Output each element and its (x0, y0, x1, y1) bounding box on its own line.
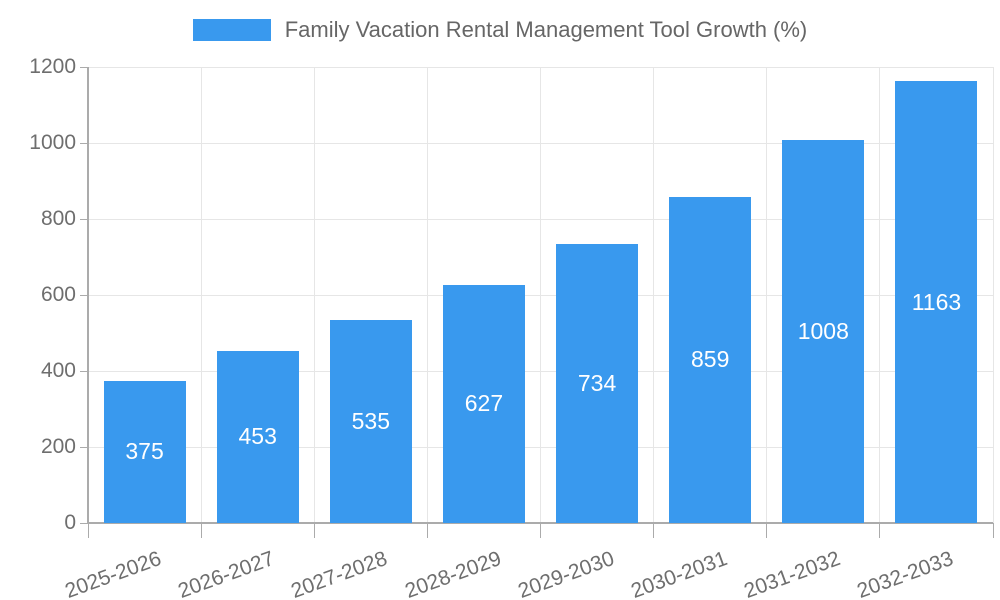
x-axis-tick (200, 523, 202, 538)
bar: 453 (216, 350, 299, 523)
chart-legend[interactable]: Family Vacation Rental Management Tool G… (0, 17, 1000, 43)
y-axis-tick (80, 446, 88, 448)
bar-value-label: 453 (238, 423, 277, 450)
x-axis-tick (653, 523, 655, 538)
x-axis-tick (766, 523, 768, 538)
x-axis-category-label: 2031-2032 (740, 547, 844, 600)
x-axis-tick (992, 523, 994, 538)
y-axis-tick-label: 1200 (29, 55, 76, 78)
x-gridline (313, 67, 315, 523)
x-gridline (200, 67, 202, 523)
bar: 627 (442, 284, 525, 523)
bar-value-label: 859 (691, 346, 730, 373)
y-axis-tick (80, 370, 88, 372)
y-axis-tick (80, 522, 88, 524)
x-axis-category-label: 2032-2033 (854, 547, 957, 600)
x-axis-tick (540, 523, 541, 538)
x-axis-category-label: 2026-2027 (175, 547, 278, 600)
y-axis-tick-label: 1000 (29, 131, 76, 154)
x-axis-tick (313, 523, 315, 538)
y-axis-tick-label: 200 (40, 435, 76, 458)
x-axis-line (88, 522, 993, 524)
y-axis-tick (80, 66, 88, 68)
x-axis-category-label: 2025-2026 (62, 547, 165, 600)
y-axis-tick-label: 0 (64, 511, 76, 534)
y-axis-tick (80, 142, 88, 144)
bar-value-label: 535 (351, 407, 390, 434)
x-gridline (426, 67, 428, 523)
legend-color-swatch (192, 19, 271, 41)
bar: 1008 (782, 139, 865, 523)
y-axis-tick (80, 294, 88, 296)
bar-value-label: 1008 (797, 317, 849, 344)
x-gridline (540, 67, 541, 523)
y-axis-line (87, 67, 89, 523)
x-axis-tick (426, 523, 428, 538)
bar-value-label: 627 (464, 390, 504, 417)
x-gridline (992, 67, 994, 523)
x-gridline (766, 67, 768, 523)
x-axis-category-label: 2028-2029 (401, 547, 504, 600)
x-gridline (653, 67, 655, 523)
bar: 535 (329, 319, 412, 523)
bar: 1163 (895, 81, 978, 523)
bar: 859 (669, 196, 752, 523)
bar: 375 (103, 380, 186, 523)
x-axis-category-label: 2027-2028 (288, 547, 391, 600)
bar-value-label: 375 (125, 438, 164, 465)
x-axis-category-label: 2030-2031 (627, 547, 731, 600)
x-gridline (879, 67, 881, 523)
x-axis-tick (87, 523, 89, 538)
bar: 734 (556, 244, 639, 523)
y-axis-tick-label: 600 (40, 283, 76, 306)
x-axis-category-label: 2029-2030 (514, 547, 617, 600)
legend-label: Family Vacation Rental Management Tool G… (284, 17, 808, 42)
y-axis-tick-label: 400 (40, 359, 76, 382)
y-axis-tick-label: 800 (40, 207, 76, 230)
y-axis-tick (80, 218, 88, 220)
x-axis-tick (879, 523, 881, 538)
bar-value-label: 1163 (911, 288, 962, 315)
bar-value-label: 734 (577, 370, 617, 397)
